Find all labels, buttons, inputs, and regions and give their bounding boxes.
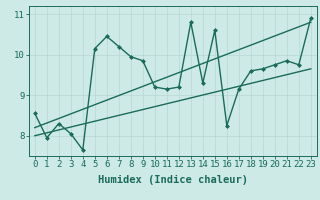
X-axis label: Humidex (Indice chaleur): Humidex (Indice chaleur) <box>98 175 248 185</box>
